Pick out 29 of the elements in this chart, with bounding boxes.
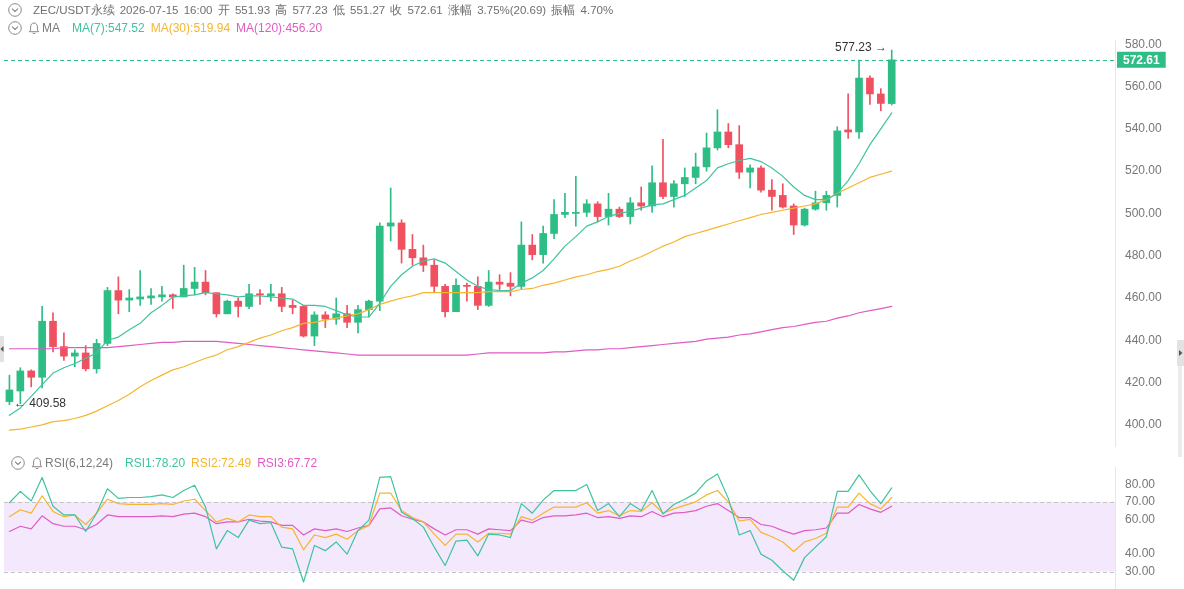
series-label: RSI1:78.20: [125, 456, 186, 470]
y-tick-label: 80.00: [1125, 476, 1156, 491]
legend-title: MA: [42, 21, 60, 35]
legend-title: RSI(6,12,24): [45, 456, 114, 470]
y-tick-label: 70.00: [1125, 494, 1156, 509]
annotation: 577.23 →: [834, 40, 887, 55]
text: MA(120):456.20: [236, 21, 323, 35]
y-tick-label: 460.00: [1125, 290, 1163, 305]
text: MA(30):519.94: [150, 21, 231, 35]
text: 572.61: [1123, 52, 1161, 67]
y-tick-label: 30.00: [1125, 563, 1156, 578]
y-tick-label: 500.00: [1125, 205, 1163, 220]
y-tick-label: 480.00: [1125, 248, 1163, 262]
text: MA(7):547.52: [72, 21, 145, 35]
y-tick-label: 420.00: [1125, 374, 1163, 389]
y-tick-label: 540.00: [1125, 121, 1163, 136]
y-tick-label: 40.00: [1125, 546, 1156, 561]
y-tick-label: 580.00: [1125, 36, 1163, 51]
chart-title: ZEC/USDT永续 2026-07-15 16:00 开 551.93 高 577.23 低 551.27 收 572.61 涨幅 3.75%(20.69) 振幅 4.70%: [33, 2, 614, 18]
y-tick-label: 400.00: [1125, 417, 1163, 432]
candlestick: [572, 176, 580, 227]
text: RSI3:67.72: [257, 456, 318, 470]
y-tick-label: 560.00: [1125, 78, 1163, 93]
candlestick: [463, 282, 471, 302]
y-tick-label: 440.00: [1125, 332, 1163, 347]
y-tick-label: 520.00: [1125, 163, 1163, 178]
candlestick: [256, 289, 264, 305]
y-tick-label: 60.00: [1125, 511, 1156, 526]
text: RSI2:72.49: [191, 456, 252, 470]
